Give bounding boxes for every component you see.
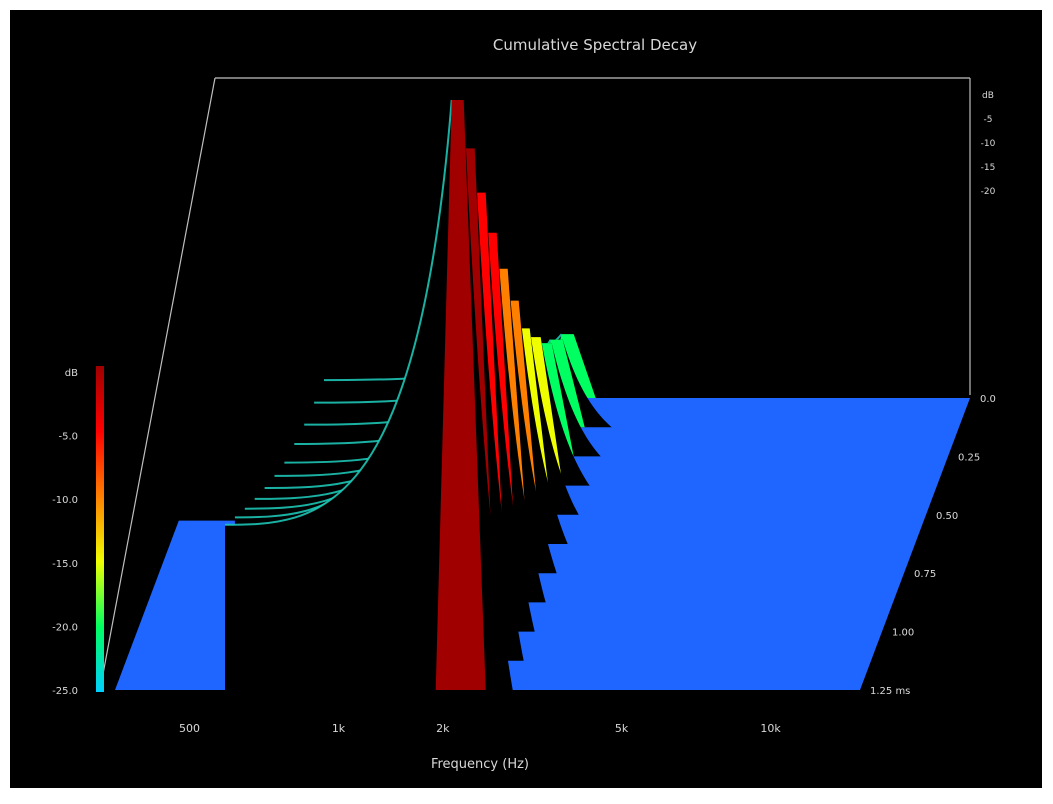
x-tick-label: 5k — [615, 722, 629, 735]
time-tick-label: 0.50 — [936, 511, 958, 522]
x-tick-label: 2k — [436, 722, 450, 735]
z-tick-label: dB — [982, 91, 994, 101]
colorbar-tick-label: -25.0 — [52, 686, 78, 697]
x-axis-label: Frequency (Hz) — [431, 757, 529, 772]
colorbar-tick-label: -10.0 — [52, 495, 78, 506]
time-tick-label: 0.75 — [914, 569, 936, 580]
z-tick-label: -20 — [981, 187, 996, 197]
decay-slice-line — [224, 99, 453, 526]
x-tick-label: 10k — [760, 722, 781, 735]
waterfall-chart: dB-5.0-10.0-15.0-20.0-25.0 500 1k 2k 5k 10k … — [10, 10, 1042, 788]
x-tick-label: 500 — [179, 722, 200, 735]
z-tick-label: -15 — [981, 163, 996, 173]
colorbar-tick-label: -5.0 — [58, 432, 78, 443]
chart-frame: dB -5.0 -10.0 -15.0 -20.0 -25.0 500 1k 2k 5k 10k … — [10, 10, 1042, 788]
time-tick-label: 1.25 ms — [870, 686, 910, 697]
colorbar-tick-label: dB — [65, 368, 78, 379]
time-tick-label: 0.0 — [980, 394, 996, 405]
left-depth-edge — [99, 77, 216, 691]
time-tick-label: 0.25 — [958, 452, 980, 463]
time-tick-label: 1.00 — [892, 628, 914, 639]
colorbar — [96, 366, 104, 692]
z-tick-label: -5 — [984, 115, 993, 125]
chart-title: Cumulative Spectral Decay — [493, 36, 697, 54]
decay-slice-peak — [435, 100, 486, 690]
z-tick-label: -10 — [981, 139, 996, 149]
x-tick-label: 1k — [332, 722, 346, 735]
floor-right — [469, 398, 970, 690]
colorbar-tick-label: -15.0 — [52, 559, 78, 570]
colorbar-tick-label: -20.0 — [52, 622, 78, 633]
